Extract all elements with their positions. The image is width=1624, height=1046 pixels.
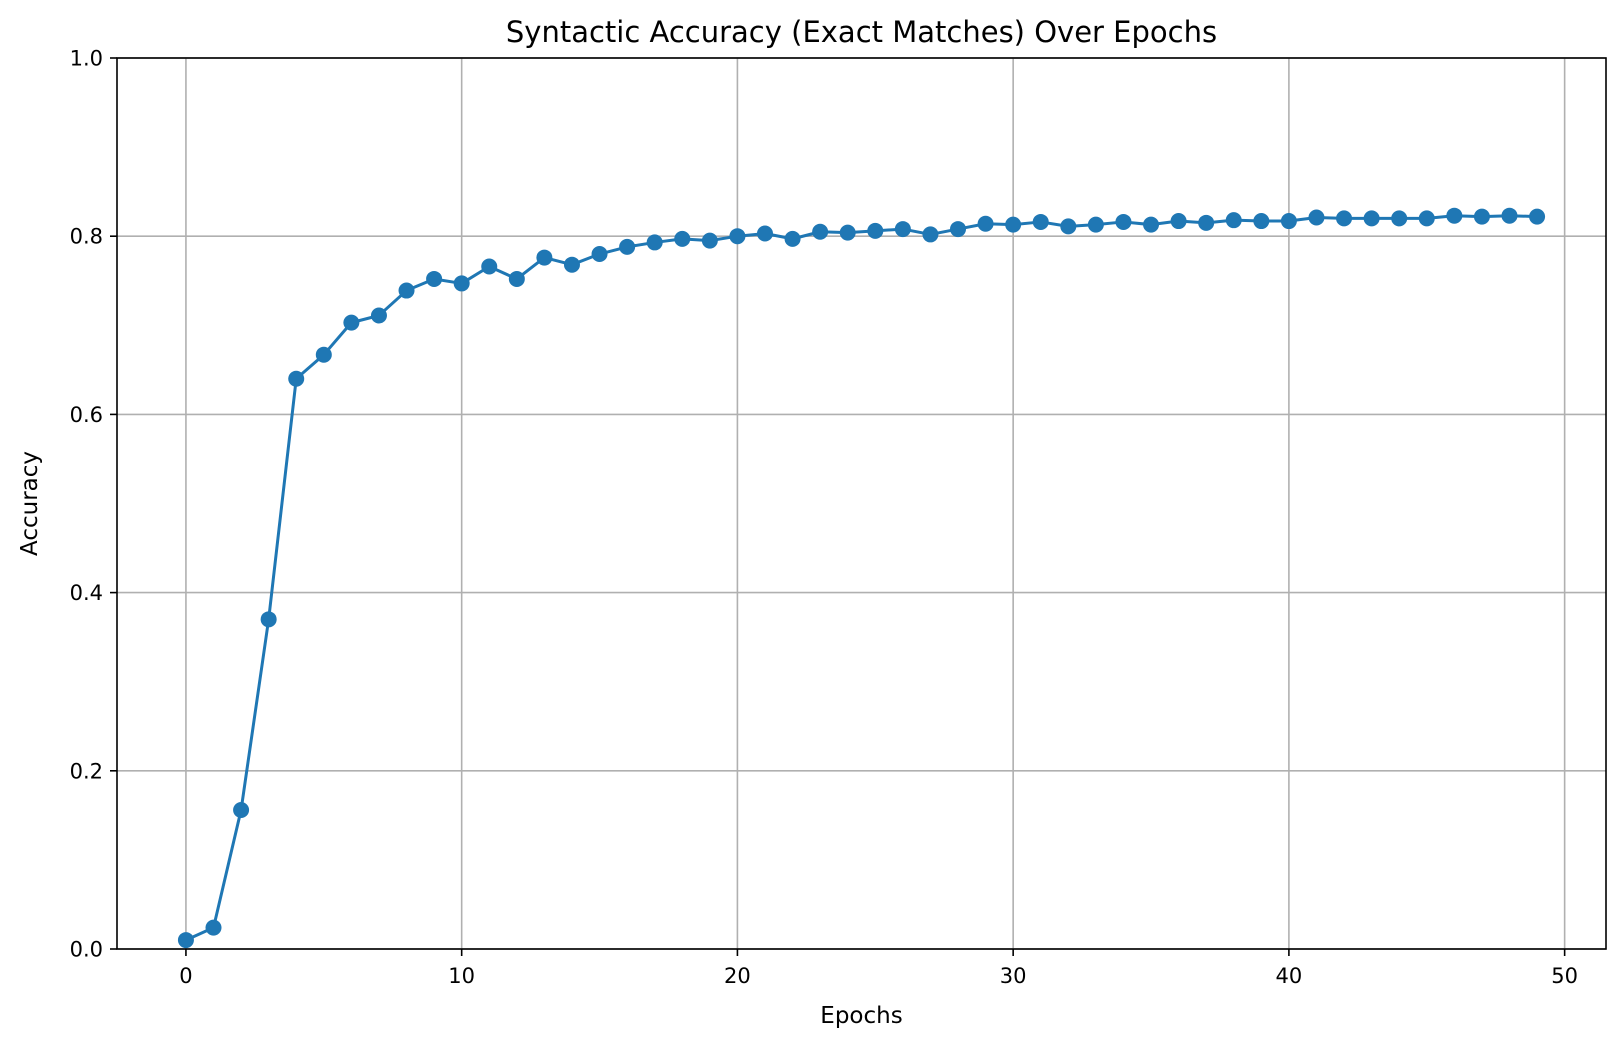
- data-point: [1087, 216, 1104, 233]
- x-tick-label: 10: [448, 964, 475, 988]
- data-point: [867, 222, 884, 239]
- data-point: [1253, 213, 1270, 230]
- chart-title: Syntactic Accuracy (Exact Matches) Over …: [506, 15, 1217, 49]
- plot-frame: [116, 57, 1607, 950]
- data-point: [1032, 213, 1049, 230]
- x-tick-label: 40: [1276, 964, 1303, 988]
- data-point: [426, 270, 443, 287]
- data-point: [315, 346, 332, 363]
- x-tick-label: 0: [179, 964, 192, 988]
- y-axis-label: Accuracy: [17, 451, 43, 556]
- data-point: [343, 314, 360, 331]
- y-tick-label: 0.6: [70, 403, 103, 427]
- x-tick-label: 30: [1000, 964, 1027, 988]
- data-point: [1501, 207, 1518, 224]
- data-point: [1143, 216, 1160, 233]
- data-point: [1473, 208, 1490, 225]
- series-accuracy: [177, 207, 1546, 949]
- data-point: [950, 221, 967, 238]
- data-point: [481, 258, 498, 275]
- data-point: [1363, 210, 1380, 227]
- series-line: [185, 214, 1538, 942]
- data-point: [922, 226, 939, 243]
- data-point: [646, 234, 663, 251]
- data-point: [1280, 213, 1297, 230]
- data-point: [812, 223, 829, 240]
- data-point: [756, 225, 773, 242]
- data-point: [894, 221, 911, 238]
- data-point: [370, 307, 387, 324]
- data-point: [839, 224, 856, 241]
- data-point: [1446, 207, 1463, 224]
- data-point: [1418, 210, 1435, 227]
- data-point: [674, 230, 691, 247]
- y-tick-label: 0.2: [70, 759, 103, 783]
- data-point: [563, 256, 580, 273]
- data-point: [508, 270, 525, 287]
- y-tick-label: 0.8: [70, 225, 103, 249]
- data-point: [701, 232, 718, 249]
- grid: [117, 57, 1606, 950]
- y-tick-label: 0.4: [70, 581, 103, 605]
- data-point: [1198, 214, 1215, 231]
- data-point: [1225, 212, 1242, 229]
- data-point: [977, 215, 994, 232]
- data-point: [1529, 208, 1546, 225]
- data-point: [1115, 213, 1132, 230]
- data-point: [784, 230, 801, 247]
- data-point: [1308, 209, 1325, 226]
- data-point: [619, 238, 636, 255]
- data-point: [729, 228, 746, 245]
- data-point: [1391, 210, 1408, 227]
- data-point: [536, 249, 553, 266]
- data-point: [260, 611, 277, 628]
- x-tick-label: 20: [724, 964, 751, 988]
- axis-ticks: 0 10 20 30 40 50 0.0 0.2 0.4 0.6 0.8 1.0: [70, 47, 1578, 989]
- x-tick-label: 50: [1551, 964, 1578, 988]
- data-point: [591, 246, 608, 263]
- y-tick-label: 0.0: [70, 938, 103, 962]
- data-point: [1005, 216, 1022, 233]
- data-point: [233, 802, 250, 819]
- x-axis-label: Epochs: [820, 1003, 902, 1029]
- data-point: [205, 919, 222, 936]
- data-point: [288, 370, 305, 387]
- data-point: [398, 282, 415, 299]
- y-tick-label: 1.0: [70, 47, 103, 71]
- data-point: [177, 932, 194, 949]
- data-point: [453, 275, 470, 292]
- data-point: [1060, 218, 1077, 235]
- data-point: [1336, 210, 1353, 227]
- data-point: [1170, 213, 1187, 230]
